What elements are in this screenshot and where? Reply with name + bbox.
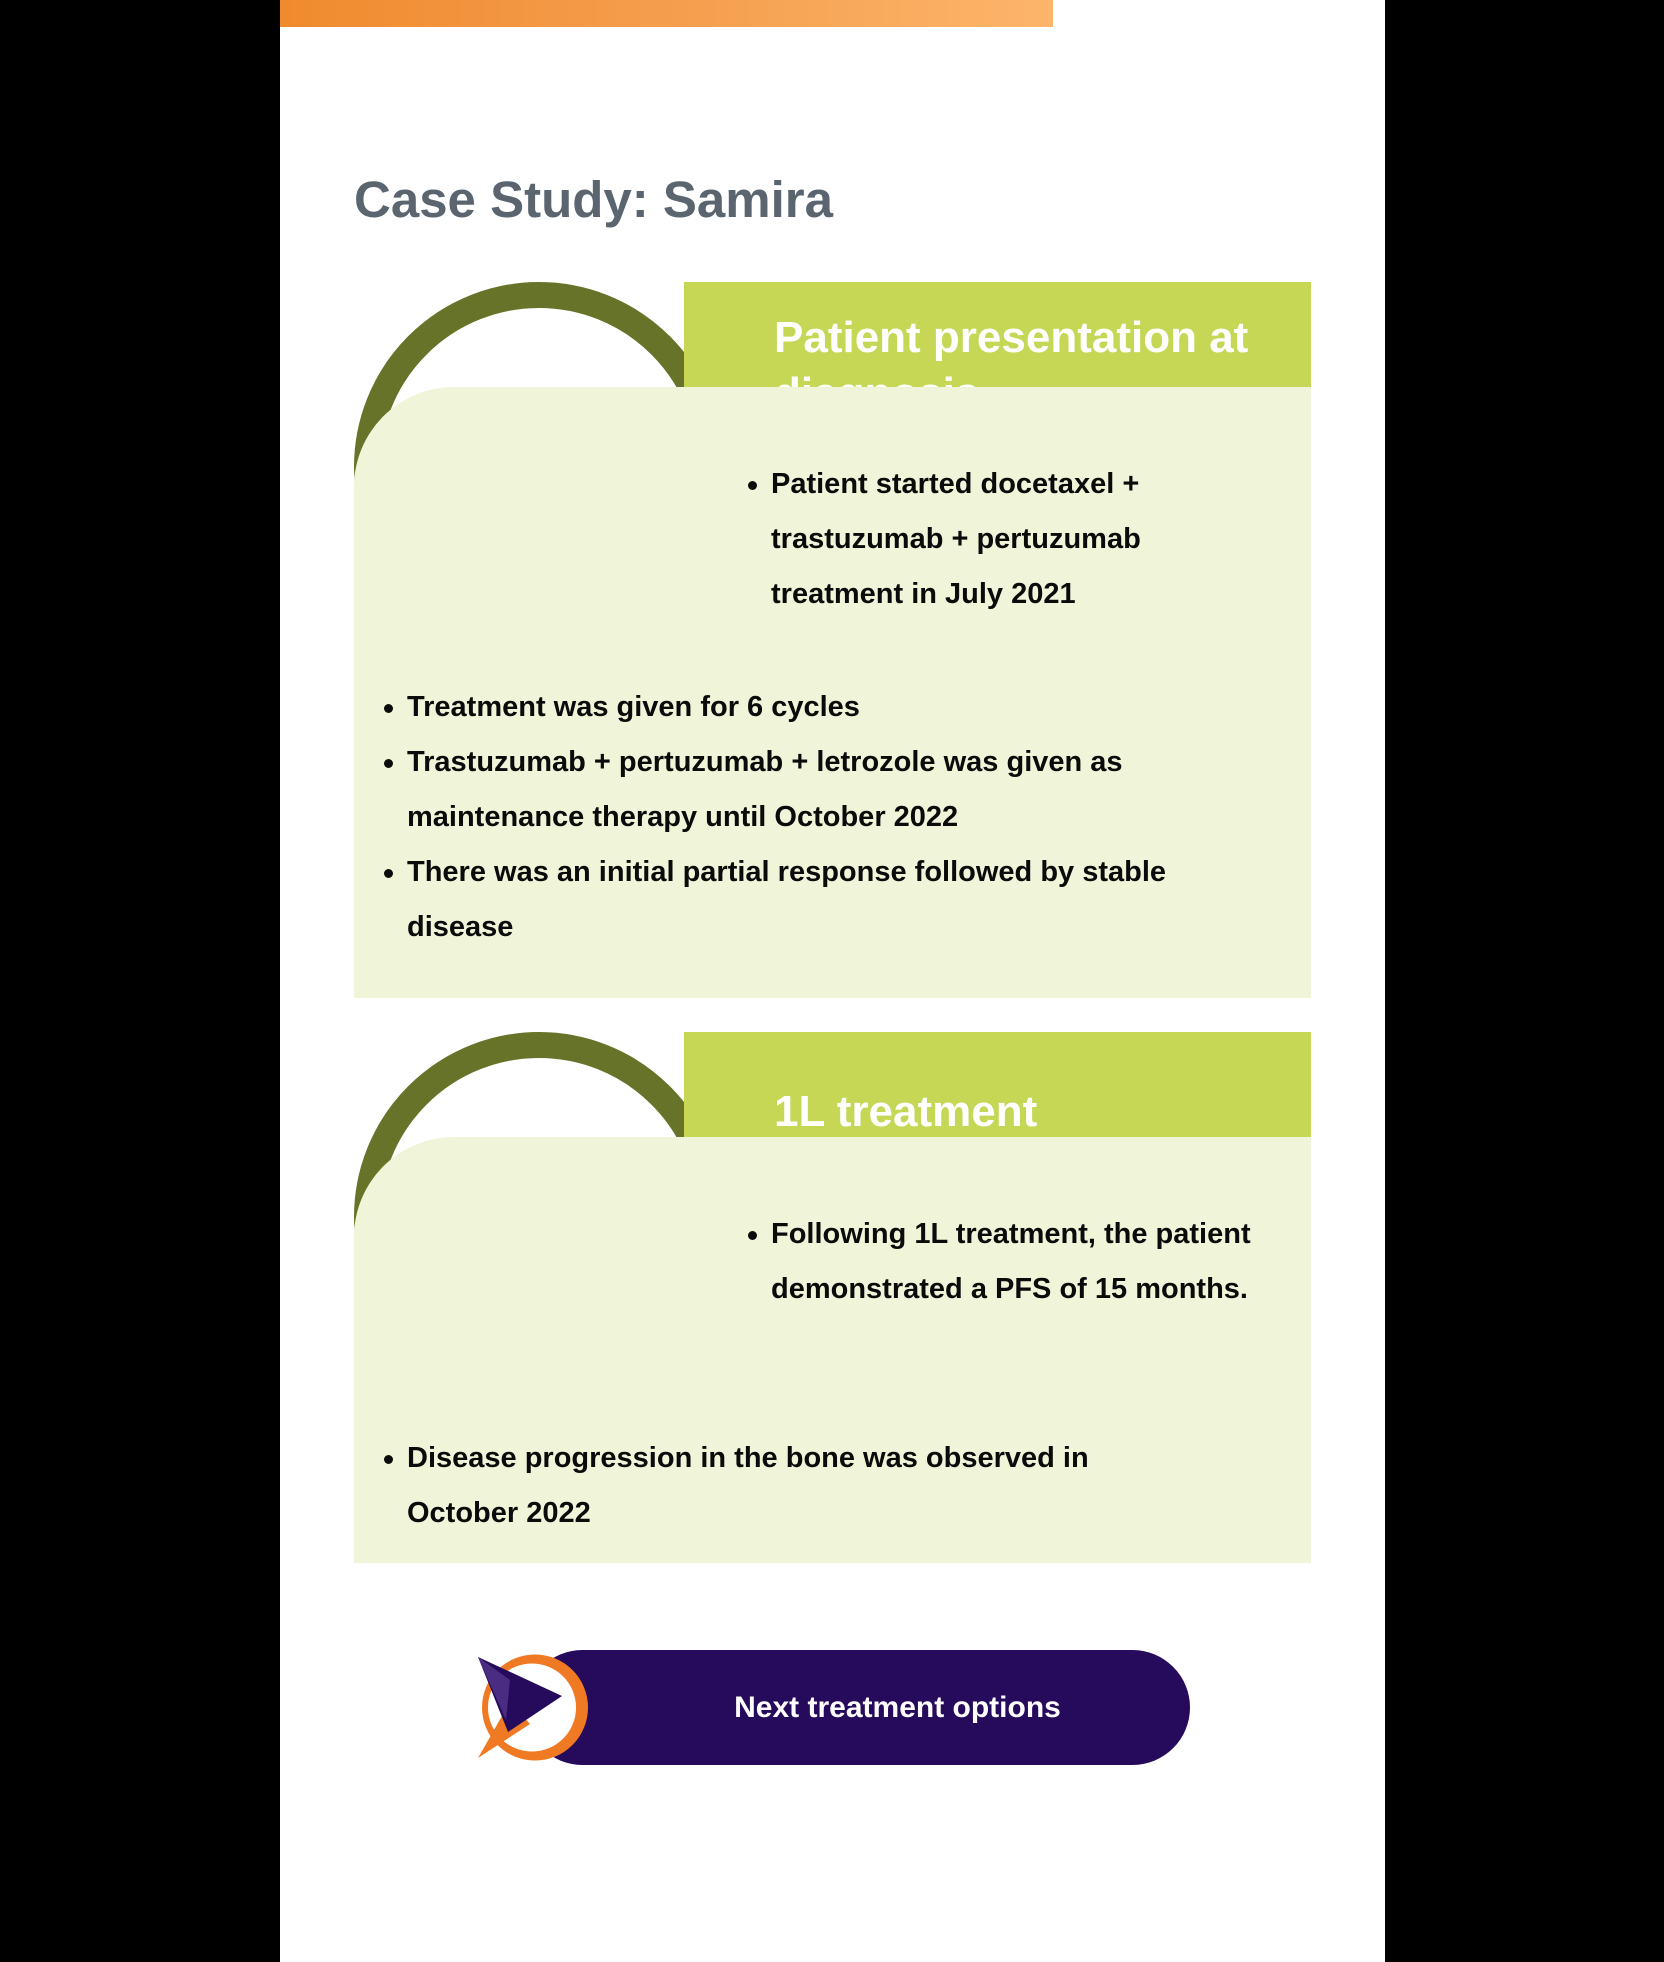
section-body: Patient started docetaxel + trastuzumab … — [354, 387, 1311, 998]
section-1l-treatment: 1L treatment Following 1L treatment, the… — [354, 1032, 1311, 1563]
page-title: Case Study: Samira — [354, 171, 834, 228]
section-patient-presentation: Patient presentation at diagnosis Patien… — [354, 282, 1311, 998]
section-heading: Patient presentation at diagnosis — [774, 313, 1249, 387]
section-heading: 1L treatment — [774, 1087, 1038, 1136]
bullet-list-full: Treatment was given for 6 cycles Trastuz… — [380, 680, 1280, 955]
list-item: Trastuzumab + pertuzumab + letrozole was… — [380, 735, 1280, 845]
list-item: Patient started docetaxel + trastuzumab … — [744, 457, 1264, 622]
cta-pill[interactable]: Next treatment options — [525, 1650, 1190, 1765]
cta-label: Next treatment options — [734, 1691, 1061, 1724]
play-arrow-icon — [478, 1654, 588, 1761]
page: Case Study: Samira Patient presentation … — [280, 0, 1385, 1962]
list-item: Disease progression in the bone was obse… — [380, 1431, 1200, 1541]
list-item: Treatment was given for 6 cycles — [380, 680, 1280, 735]
list-item: There was an initial partial response fo… — [380, 845, 1280, 955]
top-accent-bar — [280, 0, 1053, 27]
section-body: Following 1L treatment, the patient demo… — [354, 1137, 1311, 1563]
bullet-list-right: Following 1L treatment, the patient demo… — [744, 1207, 1254, 1317]
bullet-list-full: Disease progression in the bone was obse… — [380, 1431, 1200, 1541]
next-treatment-options-button[interactable]: Next treatment options — [470, 1650, 1190, 1765]
list-item: Following 1L treatment, the patient demo… — [744, 1207, 1254, 1317]
bullet-list-right: Patient started docetaxel + trastuzumab … — [744, 457, 1264, 622]
section-header: Patient presentation at diagnosis — [354, 282, 1311, 387]
section-header: 1L treatment — [354, 1032, 1311, 1137]
